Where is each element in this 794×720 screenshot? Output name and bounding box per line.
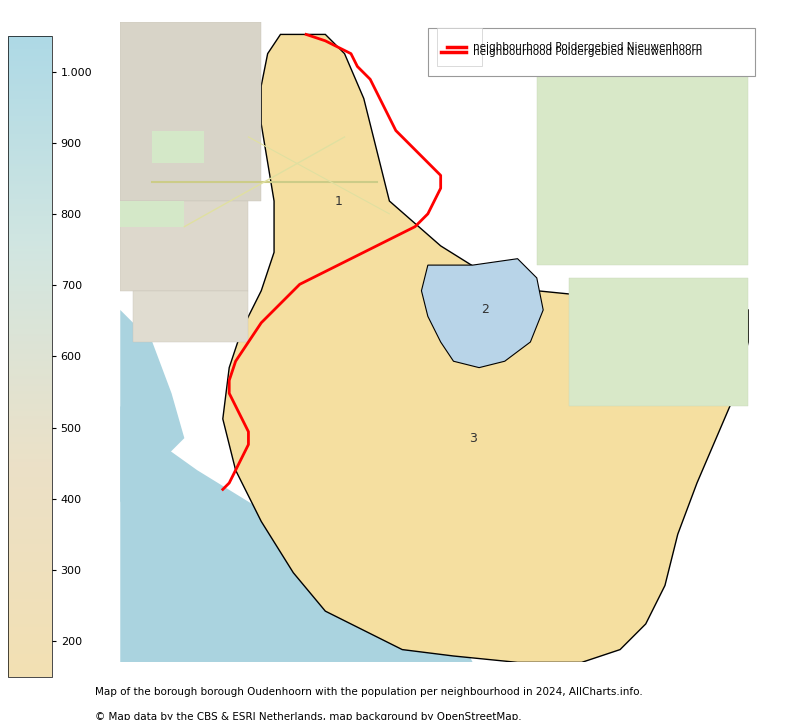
Bar: [537, 35, 748, 265]
Bar: [569, 278, 748, 406]
Polygon shape: [223, 35, 748, 662]
Polygon shape: [120, 310, 184, 662]
Text: © Map data by the CBS & ESRI Netherlands, map background by OpenStreetMap.: © Map data by the CBS & ESRI Netherlands…: [95, 713, 522, 720]
Bar: [428, 28, 754, 76]
Bar: [437, 28, 482, 66]
Bar: [152, 130, 203, 163]
Polygon shape: [120, 406, 472, 662]
Text: 3: 3: [468, 431, 476, 445]
Text: Map of the borough borough Oudenhoorn with the population per neighbourhood in 2: Map of the borough borough Oudenhoorn wi…: [95, 687, 643, 697]
Polygon shape: [422, 258, 543, 368]
Text: 2: 2: [482, 303, 489, 317]
Bar: [120, 22, 261, 201]
Bar: [120, 201, 184, 227]
Text: 1: 1: [334, 194, 342, 207]
Bar: [120, 201, 249, 291]
Bar: [133, 291, 249, 342]
Text: neighbourhood Poldergebied Nieuwenhoorn: neighbourhood Poldergebied Nieuwenhoorn: [472, 48, 702, 58]
Text: neighbourhood Poldergebied Nieuwenhoorn: neighbourhood Poldergebied Nieuwenhoorn: [472, 42, 702, 53]
